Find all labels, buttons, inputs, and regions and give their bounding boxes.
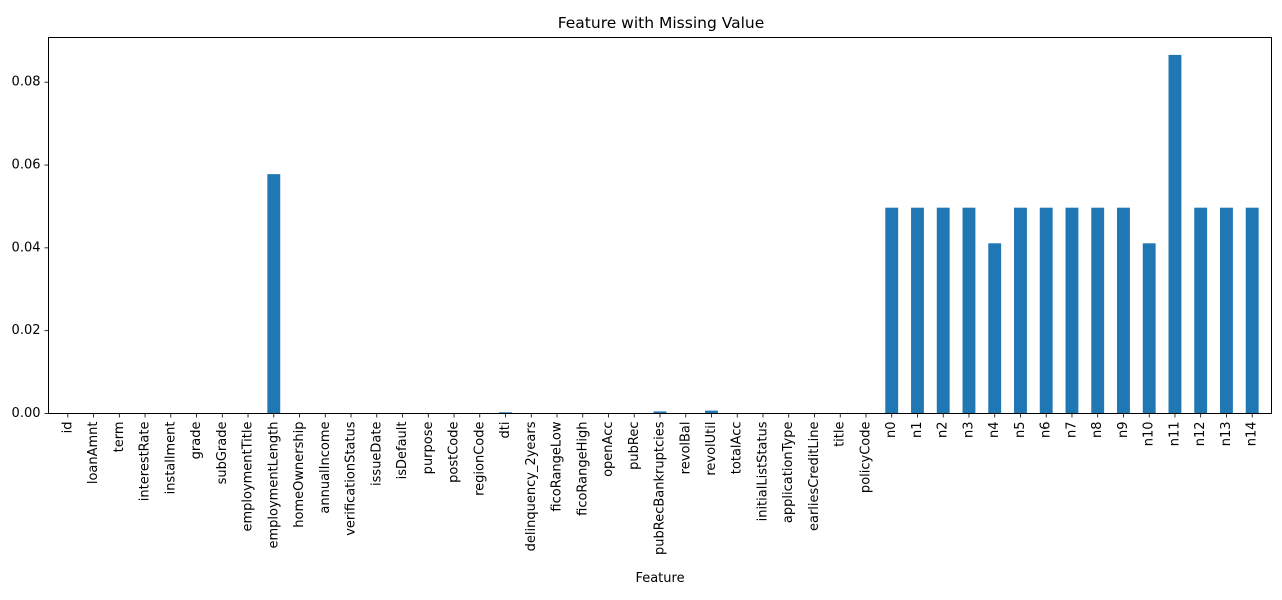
x-tick-label: n9 [1116,422,1131,439]
x-tick-label: id [60,422,75,434]
y-tick-label: 0.02 [12,323,41,338]
bar-n4 [988,243,1002,414]
bar-revolUtil [705,410,718,414]
bar-n7 [1065,207,1079,414]
x-tick-label: subGrade [215,422,230,485]
bar-n2 [936,207,950,414]
x-tick-label: title [833,422,848,447]
bar-n10 [1142,243,1156,414]
x-tick-label: purpose [421,421,436,474]
x-tick-label: initialListStatus [755,421,770,521]
bar-n6 [1039,207,1053,414]
bar-n14 [1245,207,1259,414]
x-tick-label: n14 [1245,422,1260,447]
x-tick-label: regionCode [472,422,487,496]
x-tick-label: totalAcc [730,422,745,475]
bar-n13 [1220,207,1233,414]
bar-n8 [1091,207,1105,414]
bar-employmentLength [267,174,281,414]
x-axis-ticks: id loanAmnt term interestRate installment gra… [60,413,1260,555]
x-tick-label: n12 [1193,422,1208,447]
x-tick-label: applicationType [781,422,796,524]
x-tick-label: n3 [961,422,976,439]
bar-n0 [885,207,899,414]
x-tick-label: n5 [1013,422,1028,439]
x-tick-label: employmentTitle [241,421,256,531]
y-tick-label: 0.00 [12,406,41,421]
x-tick-label: n6 [1039,422,1054,439]
x-tick-label: n4 [987,422,1002,439]
x-tick-label: policyCode [858,422,873,494]
x-tick-label: term [112,422,127,453]
bar-n9 [1117,207,1130,414]
x-tick-label: n0 [884,422,899,439]
bar-n3 [962,207,976,414]
x-axis-label: Feature [635,571,684,586]
x-tick-label: postCode [447,422,462,483]
x-tick-label: employmentLength [266,422,281,549]
x-tick-label: homeOwnership [292,422,307,528]
x-tick-label: installment [163,422,178,495]
bar-n11 [1168,54,1182,414]
x-tick-label: n11 [1167,422,1182,447]
y-tick-label: 0.04 [12,240,41,255]
x-tick-label: n2 [936,422,951,439]
bar-n12 [1194,207,1208,414]
x-tick-label: pubRec [627,422,642,470]
x-tick-label: n7 [1064,422,1079,439]
x-tick-label: verificationStatus [344,421,359,536]
x-tick-label: n13 [1219,422,1234,447]
bar-pubRecBankruptcies [653,411,667,414]
y-tick-label: 0.08 [12,75,41,90]
x-tick-label: n1 [910,422,925,439]
chart-title: Feature with Missing Value [558,14,765,32]
plot-frame [48,37,1272,414]
x-tick-label: ficoRangeLow [550,421,565,511]
x-tick-label: earliesCreditLine [807,422,822,532]
x-tick-label: dti [498,422,513,439]
x-tick-label: revolBal [678,422,693,475]
x-tick-label: grade [189,422,204,460]
x-tick-label: n10 [1142,422,1157,447]
y-tick-label: 0.06 [12,158,41,173]
x-tick-label: ficoRangeHigh [575,422,590,516]
bar-n1 [911,207,924,414]
x-tick-label: issueDate [369,422,384,486]
x-tick-label: openAcc [601,422,616,477]
x-tick-label: isDefault [395,422,410,480]
x-tick-label: loanAmnt [86,422,101,485]
bar-dti [499,412,512,414]
x-tick-label: interestRate [138,422,153,502]
y-axis-ticks: 0.00 0.02 0.04 0.06 0.08 [12,75,49,421]
x-tick-label: pubRecBankruptcies [653,421,668,555]
x-tick-label: revolUtil [704,422,719,476]
x-tick-label: delinquency_2years [524,421,539,551]
bar-n5 [1014,207,1027,414]
x-tick-label: n8 [1090,422,1105,439]
x-tick-label: annualIncome [318,422,333,514]
bars-group [215,54,1259,414]
